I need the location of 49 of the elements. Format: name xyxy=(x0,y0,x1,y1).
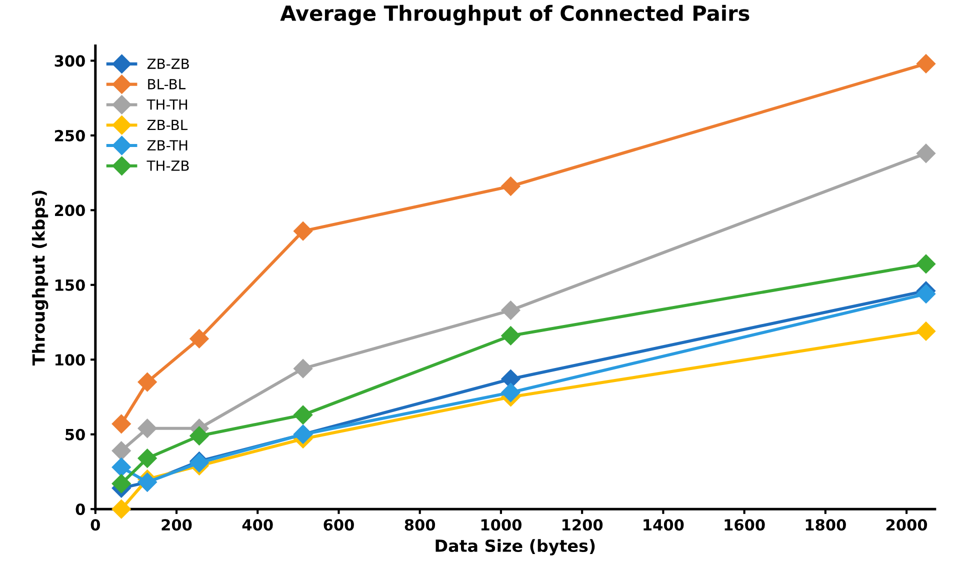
point xyxy=(916,322,936,341)
y-tick-label: 250 xyxy=(54,130,85,142)
legend-label: ZB-TH xyxy=(147,140,188,150)
x-tick-label: 2000 xyxy=(886,519,928,531)
y-tick-label: 200 xyxy=(54,204,85,216)
point xyxy=(501,176,520,196)
x-tick-label: 400 xyxy=(242,519,273,531)
point xyxy=(916,284,936,304)
x-tick-label: 0 xyxy=(90,519,100,531)
point xyxy=(112,500,131,519)
point xyxy=(138,372,157,392)
x-axis-title: Data Size (bytes) xyxy=(436,539,595,556)
x-tick-label: 1800 xyxy=(806,519,846,531)
y-tick-label: 100 xyxy=(56,354,85,366)
x-tick-label: 1600 xyxy=(724,519,765,531)
point xyxy=(112,414,131,434)
point xyxy=(190,329,209,348)
x-tick-label: 1000 xyxy=(481,519,522,531)
point xyxy=(501,300,520,320)
y-axis-title: Throughput (kbps) xyxy=(32,190,48,366)
legend-label: ZB-BL xyxy=(147,120,188,130)
x-tick-label: 1400 xyxy=(644,519,684,531)
legend-label: TH-TH xyxy=(146,99,188,110)
point xyxy=(294,405,313,424)
point xyxy=(501,326,520,346)
point xyxy=(112,441,131,460)
x-tick-label: 800 xyxy=(404,519,436,531)
point xyxy=(112,474,131,494)
legend-label: ZB-ZB xyxy=(147,58,189,69)
y-tick-label: 50 xyxy=(66,428,85,440)
point xyxy=(916,54,936,74)
chart-title: Average Throughput of Connected Pairs xyxy=(280,4,750,26)
y-tick-label: 150 xyxy=(56,279,85,291)
point xyxy=(138,418,157,438)
y-tick-label: 0 xyxy=(76,504,85,516)
x-tick-label: 600 xyxy=(324,519,354,531)
point xyxy=(190,426,209,446)
legend-label: TH-ZB xyxy=(146,160,189,171)
point xyxy=(916,144,936,163)
point xyxy=(916,254,936,274)
point xyxy=(501,382,520,402)
x-tick-label: 200 xyxy=(162,519,192,531)
point xyxy=(138,448,157,468)
point xyxy=(294,222,313,241)
point xyxy=(294,359,313,378)
point xyxy=(112,458,131,477)
y-tick-label: 300 xyxy=(54,55,85,67)
x-tick-label: 1200 xyxy=(562,519,603,531)
legend-label: BL-BL xyxy=(148,79,186,90)
